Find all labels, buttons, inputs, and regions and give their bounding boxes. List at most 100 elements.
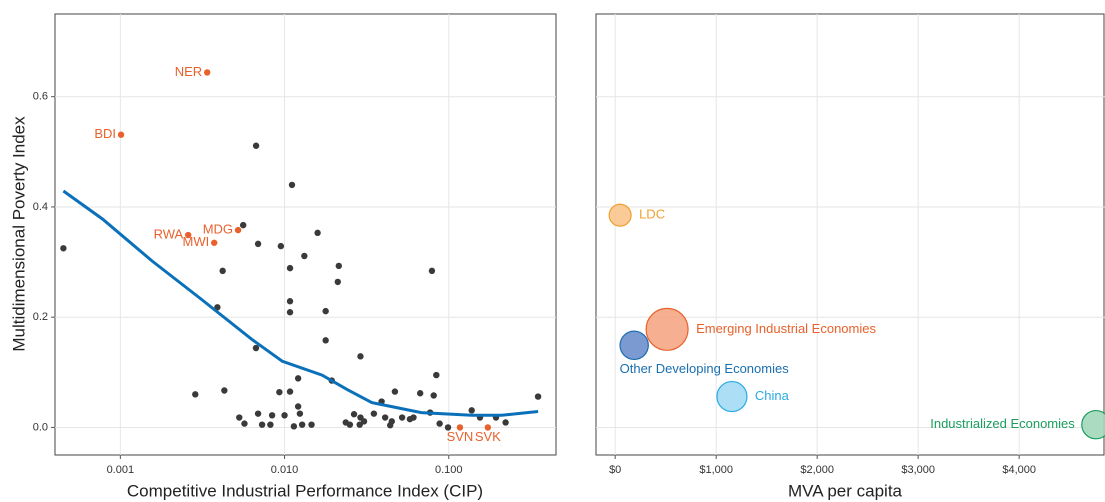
point	[268, 412, 276, 419]
point	[267, 421, 274, 428]
point	[241, 420, 248, 427]
point	[370, 410, 378, 417]
x-tick-label: $2,000	[800, 464, 834, 476]
point	[252, 142, 260, 149]
bubble-label: China	[755, 388, 790, 403]
point	[386, 422, 394, 429]
point	[322, 307, 329, 315]
point	[381, 414, 389, 421]
bubble	[619, 330, 649, 361]
y-axis-title: Multidimensional Poverty Index	[9, 116, 28, 352]
point	[286, 309, 294, 316]
point	[428, 267, 436, 275]
point	[286, 264, 294, 272]
point	[468, 407, 475, 414]
bubble	[608, 203, 632, 227]
point-label: MWI	[182, 234, 209, 249]
point	[350, 411, 358, 418]
point	[276, 388, 283, 396]
point	[296, 410, 304, 417]
point	[258, 421, 266, 428]
x-tick-label: $0	[609, 464, 621, 476]
x-tick-label: 0.001	[107, 464, 135, 476]
point	[534, 393, 542, 400]
point	[346, 421, 354, 428]
highlighted-point	[456, 424, 464, 431]
bubble	[645, 307, 689, 351]
point	[221, 387, 228, 394]
point	[219, 267, 226, 275]
bubble	[1081, 409, 1105, 440]
axes: 0.0 0.2 0.4 0.6 0.001 0.010 0.100 $0 $1,000 $2,00…	[33, 91, 1036, 476]
point	[314, 229, 321, 237]
x-tick-label: $3,000	[901, 464, 935, 476]
point	[308, 421, 315, 428]
point	[294, 375, 302, 382]
point	[277, 242, 285, 250]
point-label: RWA	[154, 226, 184, 241]
bubble	[716, 380, 748, 413]
point	[286, 298, 294, 305]
right-plot: LDC Emerging Industrial Economies Other De…	[596, 14, 1105, 455]
bubble-label: Industrialized Economies	[930, 416, 1075, 431]
point	[286, 388, 294, 395]
highlighted-point	[117, 131, 125, 138]
point	[298, 421, 306, 428]
y-tick-label: 0.6	[33, 91, 48, 103]
point	[357, 414, 364, 421]
point-label: SVK	[475, 429, 501, 444]
point	[430, 392, 437, 399]
left-panel	[54, 13, 557, 456]
point	[322, 337, 329, 344]
point	[356, 421, 363, 428]
point	[436, 420, 443, 427]
point	[254, 410, 262, 417]
point	[444, 424, 452, 431]
highlighted-point	[234, 226, 242, 234]
x-tick-label: $1,000	[699, 464, 733, 476]
right-panel	[595, 13, 1105, 456]
point	[294, 403, 302, 410]
y-tick-label: 0.0	[33, 421, 48, 433]
point	[281, 412, 288, 419]
point-label: SVN	[447, 429, 474, 444]
point	[502, 419, 509, 426]
x-axis-title: Competitive Industrial Performance Index…	[127, 481, 483, 500]
point	[391, 388, 399, 395]
highlighted-point	[211, 239, 218, 246]
point-label: MDG	[203, 222, 233, 237]
point	[416, 390, 424, 397]
bubble-label: LDC	[639, 207, 665, 222]
point	[60, 245, 67, 252]
point	[301, 252, 308, 260]
point	[335, 262, 342, 270]
point	[290, 423, 298, 430]
point	[254, 240, 262, 248]
point	[357, 353, 364, 360]
point	[398, 414, 406, 421]
point	[334, 278, 341, 286]
highlighted-point	[185, 231, 192, 239]
x-tick-label: $4,000	[1002, 464, 1036, 476]
highlighted-point	[484, 424, 492, 431]
highlighted-point	[203, 69, 211, 76]
x-tick-label: 0.100	[435, 464, 463, 476]
point	[192, 391, 199, 398]
point	[236, 414, 243, 421]
point	[288, 181, 296, 189]
point	[252, 344, 260, 352]
x-tick-label: 0.010	[271, 464, 299, 476]
bubble-label: Emerging Industrial Economies	[696, 321, 876, 336]
trend-line	[62, 189, 539, 417]
point	[239, 221, 247, 229]
point	[410, 414, 417, 421]
y-tick-label: 0.4	[33, 201, 48, 213]
x-axis-title: MVA per capita	[788, 481, 903, 500]
point	[433, 371, 440, 379]
bubble-label: Other Developing Economies	[620, 361, 790, 376]
point-label: NER	[175, 64, 202, 79]
point-label: BDI	[94, 126, 116, 141]
y-tick-label: 0.2	[33, 311, 48, 323]
